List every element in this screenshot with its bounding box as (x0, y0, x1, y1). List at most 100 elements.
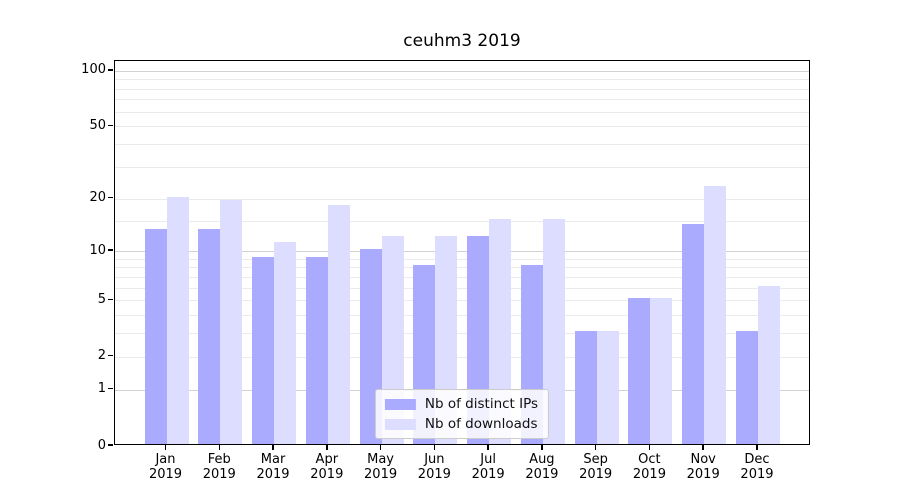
gridline-40 (115, 144, 809, 146)
x-tick-month: Nov (690, 452, 716, 467)
bar-oct-distinct-ips (628, 298, 651, 444)
x-tick-month: Jan (155, 452, 176, 467)
legend-swatch-downloads (384, 418, 416, 430)
y-tick-mark-20 (108, 196, 113, 199)
x-tick-label-sep: Sep 2019 (569, 452, 623, 482)
x-tick-mark-aug (541, 445, 543, 450)
legend: Nb of distinct IPs Nb of downloads (374, 389, 550, 439)
x-tick-label-nov: Nov 2019 (676, 452, 730, 482)
bar-nov-downloads (704, 185, 727, 444)
x-tick-label-aug: Aug 2019 (515, 452, 569, 482)
legend-entry-downloads: Nb of downloads (384, 416, 538, 432)
x-tick-mark-dec (756, 445, 758, 450)
legend-swatch-distinct-ips (384, 398, 416, 410)
x-tick-year: 2019 (364, 467, 398, 482)
x-tick-mark-nov (702, 445, 704, 450)
x-tick-year: 2019 (579, 467, 613, 482)
x-tick-year: 2019 (525, 467, 559, 482)
bar-mar-distinct-ips (252, 256, 275, 444)
legend-label-distinct-ips: Nb of distinct IPs (424, 396, 539, 412)
x-tick-label-jul: Jul 2019 (461, 452, 515, 482)
bar-nov-distinct-ips (682, 223, 705, 444)
x-tick-mark-apr (326, 445, 328, 450)
x-tick-label-mar: Mar 2019 (246, 452, 300, 482)
gridline-major-10 (115, 251, 809, 253)
x-tick-mark-jul (487, 445, 489, 450)
x-tick-month: Dec (744, 452, 770, 467)
legend-label-downloads: Nb of downloads (424, 416, 538, 432)
bar-jan-distinct-ips (144, 229, 167, 444)
gridline-20 (115, 198, 809, 200)
x-tick-mark-sep (594, 445, 597, 450)
y-tick-label-5: 5 (97, 291, 106, 307)
x-tick-year: 2019 (310, 467, 344, 482)
bar-dec-distinct-ips (735, 331, 758, 444)
x-tick-label-oct: Oct 2019 (622, 452, 676, 482)
x-tick-month: Sep (583, 452, 608, 467)
gridline-major-100 (115, 70, 809, 72)
x-tick-year: 2019 (740, 467, 774, 482)
y-tick-label-1: 1 (97, 381, 106, 397)
y-tick-mark-0 (108, 444, 113, 446)
x-tick-year: 2019 (417, 467, 451, 482)
bar-sep-distinct-ips (574, 331, 597, 444)
bar-mar-downloads (274, 242, 297, 444)
x-tick-month: Jun (424, 452, 445, 467)
x-tick-label-jan: Jan 2019 (139, 452, 193, 482)
gridline-2 (115, 356, 809, 358)
y-tick-mark-2 (108, 354, 113, 357)
y-tick-mark-10 (108, 249, 113, 251)
gridline-90 (115, 79, 809, 81)
y-tick-label-20: 20 (89, 190, 106, 205)
bar-jan-downloads (166, 196, 189, 444)
x-tick-year: 2019 (471, 467, 505, 482)
gridline-6 (115, 287, 809, 289)
x-tick-label-apr: Apr 2019 (300, 452, 354, 482)
x-tick-label-dec: Dec 2019 (730, 452, 784, 482)
bar-apr-downloads (327, 204, 350, 444)
y-tick-mark-50 (108, 124, 113, 127)
y-tick-mark-5 (108, 298, 113, 301)
gridline-8 (115, 267, 809, 269)
bar-jul-downloads (489, 218, 512, 444)
bar-sep-downloads (596, 331, 619, 444)
bar-oct-downloads (650, 298, 673, 444)
x-tick-mark-jun (433, 445, 436, 450)
x-tick-mark-may (379, 445, 382, 450)
x-tick-label-jun: Jun 2019 (407, 452, 461, 482)
x-tick-month: Apr (315, 452, 339, 467)
x-tick-year: 2019 (148, 467, 183, 482)
x-tick-month: Jul (480, 452, 496, 467)
bar-aug-downloads (542, 218, 565, 444)
x-tick-label-feb: Feb 2019 (192, 452, 246, 482)
gridline-60 (115, 111, 809, 113)
x-tick-month: Aug (529, 452, 555, 467)
x-tick-mark-mar (272, 445, 274, 450)
bar-feb-downloads (220, 200, 243, 444)
gridline-3 (115, 333, 809, 335)
gridline-70 (115, 99, 809, 101)
chart-title: ceuhm3 2019 (403, 31, 521, 51)
gridline-4 (115, 315, 809, 317)
bar-feb-distinct-ips (198, 229, 221, 444)
x-tick-label-may: May 2019 (354, 452, 408, 482)
x-tick-month: Mar (260, 452, 286, 467)
gridline-7 (115, 276, 809, 278)
y-tick-label-100: 100 (81, 62, 106, 78)
gridline-80 (115, 88, 809, 90)
x-tick-month: May (367, 452, 395, 467)
gridline-5 (115, 300, 809, 302)
gridline-30 (115, 166, 809, 168)
x-tick-mark-oct (648, 445, 651, 450)
y-tick-label-50: 50 (89, 117, 106, 133)
y-tick-mark-1 (108, 387, 113, 390)
y-tick-label-10: 10 (89, 242, 106, 258)
x-tick-year: 2019 (202, 467, 236, 482)
x-tick-year: 2019 (256, 467, 290, 482)
x-tick-month: Oct (638, 452, 661, 467)
x-tick-year: 2019 (632, 467, 666, 482)
bar-dec-downloads (757, 285, 780, 444)
gridline-9 (115, 258, 809, 260)
x-tick-mark-feb (218, 445, 221, 450)
